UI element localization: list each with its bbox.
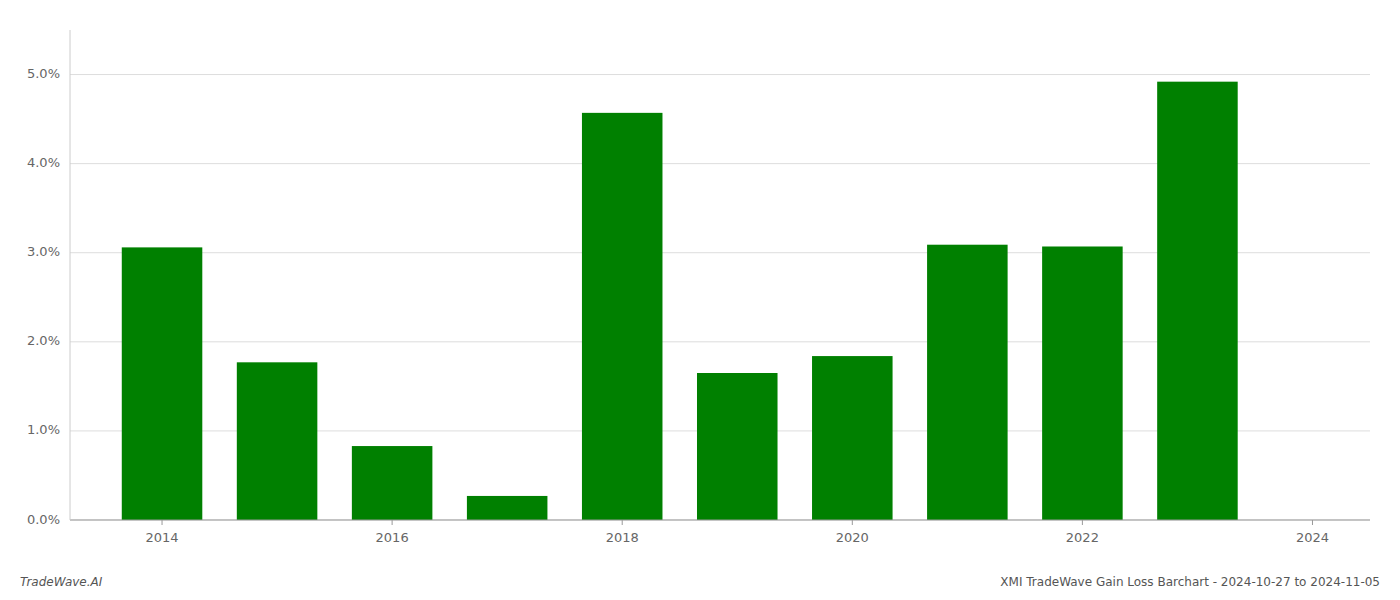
bar [237, 362, 318, 520]
bar [927, 245, 1008, 520]
y-tick-label: 4.0% [27, 155, 60, 170]
bar [467, 496, 548, 520]
x-tick-label: 2018 [606, 530, 639, 545]
y-tick-label: 2.0% [27, 333, 60, 348]
x-tick [1082, 520, 1083, 525]
footer-right: XMI TradeWave Gain Loss Barchart - 2024-… [1000, 575, 1380, 589]
bars [122, 82, 1238, 520]
x-tick [162, 520, 163, 525]
bar [582, 113, 663, 520]
chart: 0.0% 1.0% 2.0% 3.0% 4.0% 5.0% 2014 2016 2018 2020… [0, 0, 1400, 600]
y-tick-label: 1.0% [27, 422, 60, 437]
x-tick [622, 520, 623, 525]
bar [1042, 246, 1123, 520]
y-tick-label: 0.0% [27, 512, 60, 527]
bar [122, 247, 203, 520]
bar [697, 373, 778, 520]
y-tick-label: 3.0% [27, 244, 60, 259]
bar [812, 356, 893, 520]
bar [352, 446, 433, 520]
footer-left: TradeWave.AI [20, 575, 103, 589]
grid-line [70, 520, 1370, 521]
y-axis-line [70, 30, 71, 520]
x-tick-label: 2016 [376, 530, 409, 545]
x-tick [392, 520, 393, 525]
y-tick-label: 5.0% [27, 66, 60, 81]
x-axis-line [70, 520, 1370, 521]
x-tick-labels: 2014 2016 2018 2020 2022 2024 [145, 520, 1329, 545]
y-grid [70, 75, 1370, 520]
x-tick-label: 2024 [1296, 530, 1329, 545]
x-tick [1312, 520, 1313, 525]
x-tick-label: 2022 [1066, 530, 1099, 545]
bar [1157, 82, 1238, 520]
y-tick-labels: 0.0% 1.0% 2.0% 3.0% 4.0% 5.0% [27, 66, 60, 526]
x-tick [852, 520, 853, 525]
grid-line [70, 74, 1370, 75]
x-tick-label: 2014 [145, 530, 178, 545]
x-tick-label: 2020 [836, 530, 869, 545]
